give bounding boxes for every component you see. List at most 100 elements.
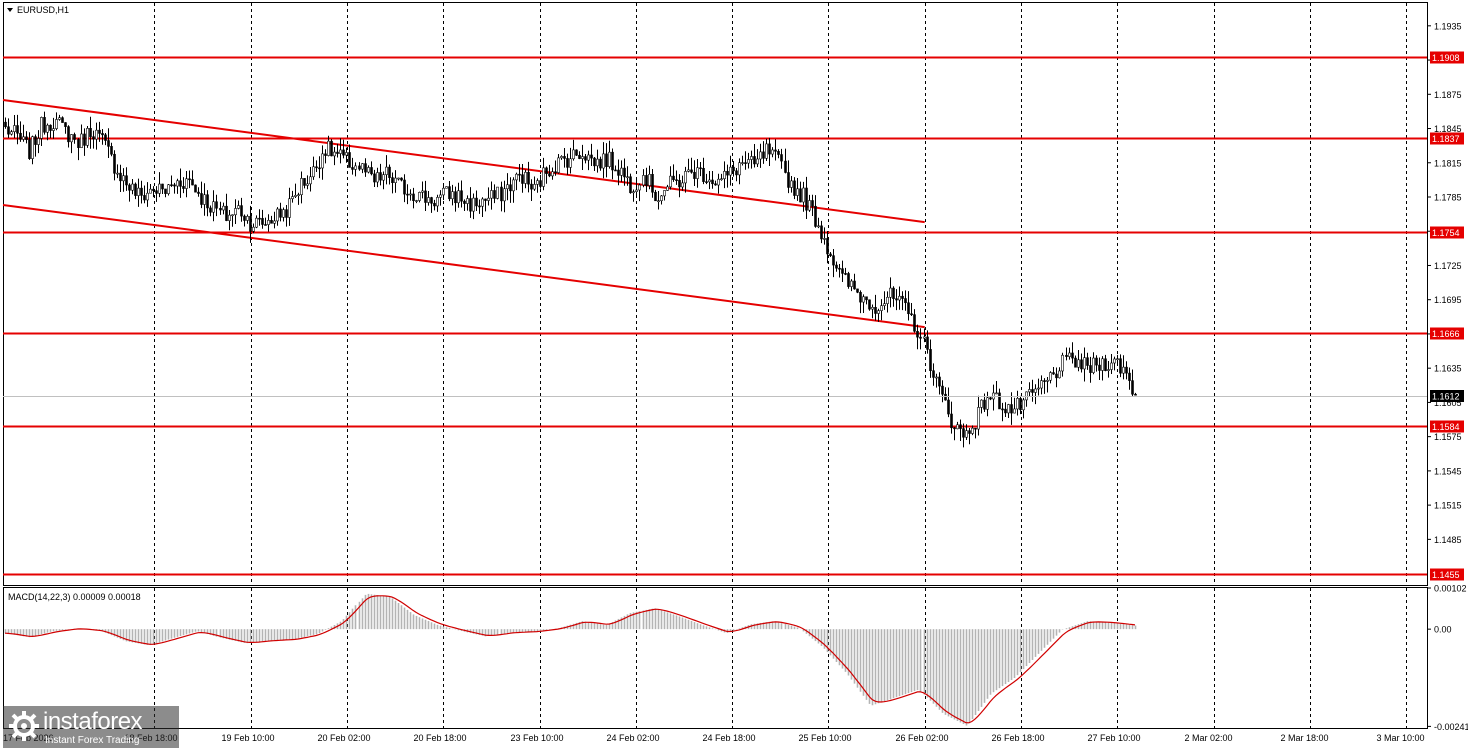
candle-body [729, 166, 732, 176]
candle-body [793, 180, 796, 196]
candle-body [364, 163, 367, 173]
candle-body [421, 190, 424, 193]
candle-body [261, 218, 264, 225]
candle-body [983, 399, 986, 410]
candle-body [318, 167, 321, 170]
candle-body [1125, 366, 1128, 374]
candle-body [300, 178, 303, 196]
candle-body [1010, 404, 1013, 414]
candle-body [351, 167, 354, 170]
candle-body [1089, 365, 1092, 373]
candle-body [487, 197, 490, 201]
candle-body [780, 154, 783, 162]
candle-body [475, 197, 478, 207]
candle-body [874, 307, 877, 314]
candle-body [267, 220, 270, 225]
candle-body [916, 330, 919, 338]
candle-body [753, 156, 756, 165]
instaforex-logo-icon [9, 711, 39, 741]
candle-body [240, 205, 243, 217]
price-tick-label: 1.1845 [1434, 124, 1462, 134]
candle-body [968, 430, 971, 434]
candle-body [61, 117, 64, 123]
candle-body [185, 178, 188, 189]
candle-body [442, 187, 445, 196]
candle-body [820, 225, 823, 240]
candle-body [324, 153, 327, 156]
candle-body [1022, 399, 1025, 411]
candle-body [348, 152, 351, 168]
candle-body [868, 299, 871, 310]
candle-body [243, 215, 246, 221]
candle-body [309, 176, 312, 185]
candle-body [856, 288, 859, 293]
candle-body [681, 182, 684, 188]
price-tick-label: 1.1815 [1434, 158, 1462, 168]
candle-body [1034, 388, 1037, 393]
candle-body [1058, 370, 1061, 379]
candle-body [370, 167, 373, 175]
candle-body [279, 208, 282, 218]
candle-body [77, 139, 80, 148]
candle-body [702, 167, 705, 182]
macd-tick-label: -0.00241 [1434, 722, 1468, 732]
level-price-label: 1.1584 [1432, 422, 1460, 432]
candle-body [385, 166, 388, 175]
candle-body [563, 156, 566, 159]
candle-body [1046, 379, 1049, 382]
candle-body [539, 180, 542, 187]
candle-body [838, 267, 841, 270]
candle-body [1134, 393, 1137, 396]
candle-body [623, 167, 626, 178]
candle-body [826, 238, 829, 255]
candle-body [478, 205, 481, 208]
chart-title[interactable]: EURUSD,H1 [17, 5, 69, 15]
candle-body [361, 163, 364, 170]
price-tick-label: 1.1875 [1434, 90, 1462, 100]
macd-signal-line [4, 595, 1136, 724]
candle-body [376, 172, 379, 183]
candle-body [358, 165, 361, 170]
candle-body [986, 397, 989, 410]
candle-body [971, 427, 974, 434]
candle-body [382, 174, 385, 181]
candle-body [276, 208, 279, 222]
symbol-dropdown-icon[interactable] [7, 8, 13, 12]
candle-body [808, 200, 811, 211]
candle-body [354, 165, 357, 170]
candle-body [587, 154, 590, 161]
candle-body [693, 171, 696, 179]
candle-body [288, 198, 291, 218]
time-tick-label: 23 Feb 10:00 [511, 733, 564, 743]
watermark-brand: instaforex [43, 708, 143, 735]
candle-body [581, 156, 584, 159]
time-tick-label: 25 Feb 10:00 [799, 733, 852, 743]
candle-body [614, 169, 617, 172]
candle-body [1037, 387, 1040, 390]
candle-body [161, 183, 164, 190]
price-tick-label: 1.1545 [1434, 466, 1462, 476]
candle-body [191, 179, 194, 186]
candle-body [738, 162, 741, 176]
candle-body [1074, 357, 1077, 368]
candle-body [545, 167, 548, 174]
candle-body [953, 427, 956, 430]
candle-body [122, 175, 125, 182]
time-tick-label: 24 Feb 18:00 [703, 733, 756, 743]
candle-body [55, 119, 58, 129]
candle-body [557, 157, 560, 173]
candle-body [234, 208, 237, 216]
candle-body [696, 167, 699, 179]
candle-body [448, 186, 451, 200]
candle-body [560, 156, 563, 159]
candle-body [947, 399, 950, 415]
candle-body [367, 167, 370, 173]
candle-body [164, 188, 167, 194]
candle-body [977, 407, 980, 430]
candle-body [901, 295, 904, 299]
candle-body [19, 132, 22, 140]
candle-body [1107, 369, 1110, 371]
time-tick-label: 2 Mar 18:00 [1281, 733, 1329, 743]
candle-body [1086, 357, 1089, 366]
